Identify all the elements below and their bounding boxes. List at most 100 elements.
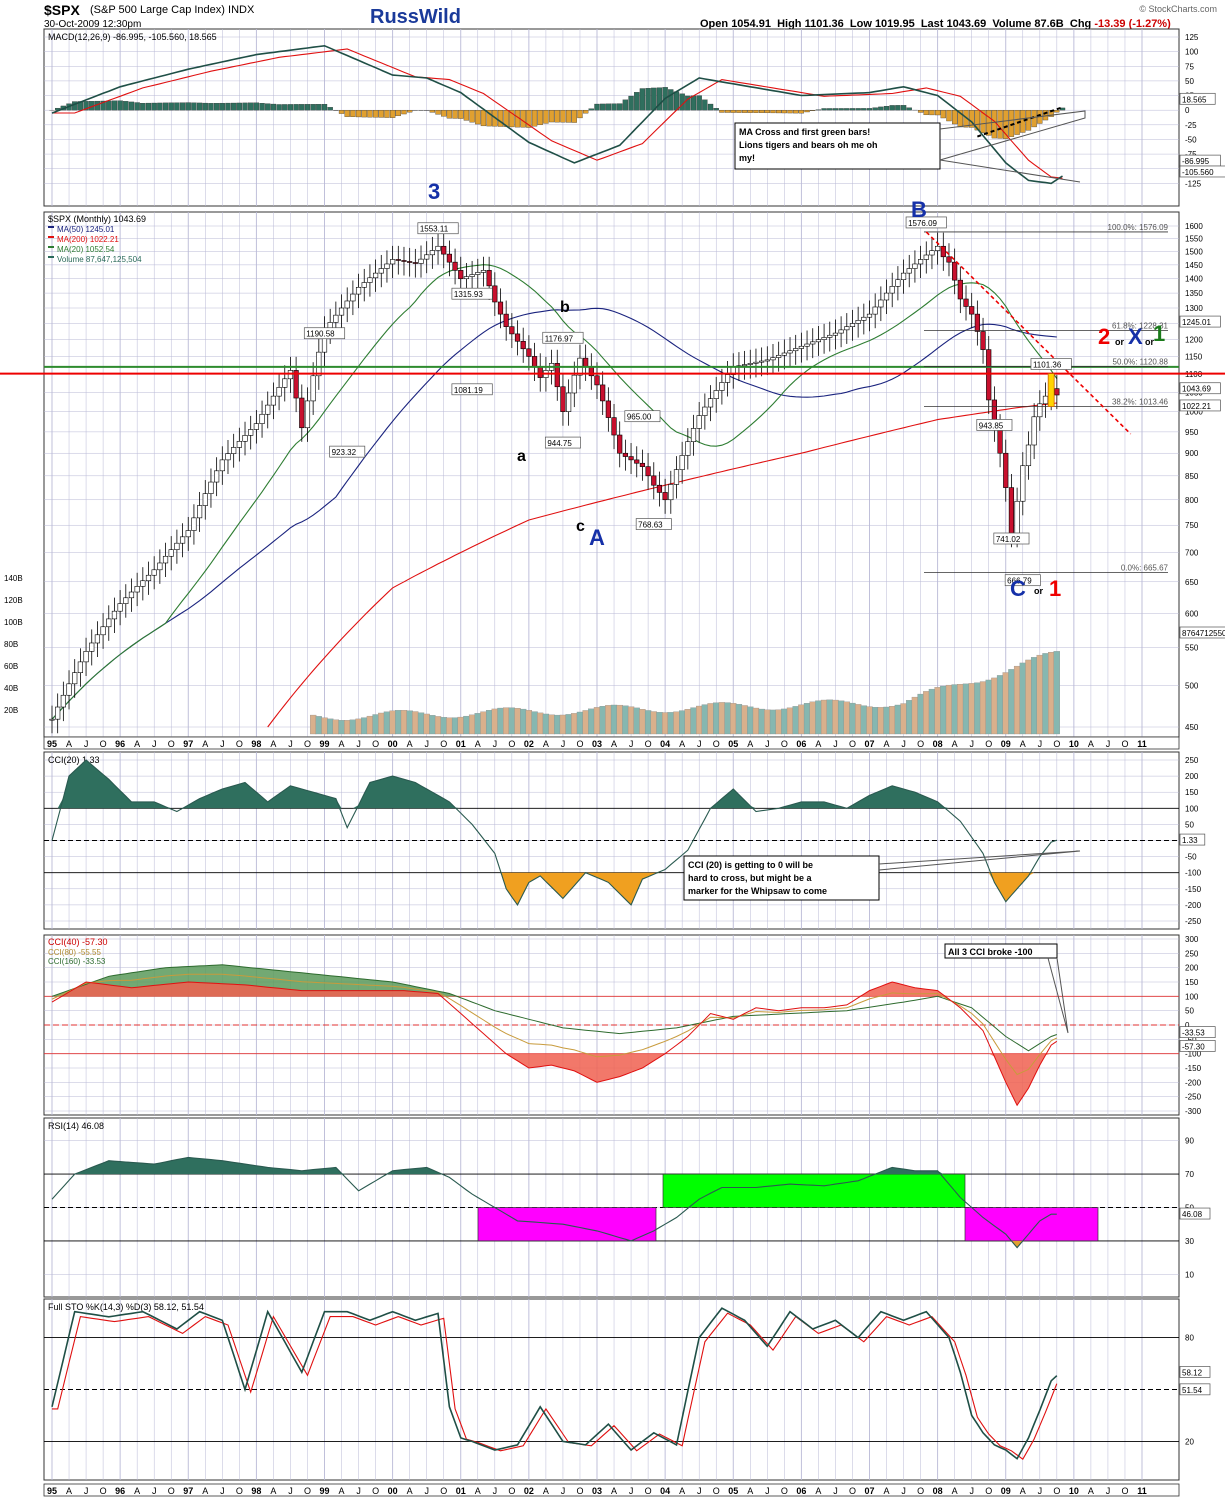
volume-bar [985,679,992,735]
time-axis-label: O [440,1486,447,1496]
price-side-label-box [1179,626,1225,639]
fib-label: 0.0%: 665.67 [1121,563,1169,572]
volume-bar [775,709,782,735]
price-ytick: 1000 [1185,408,1203,417]
candle-up [679,455,685,470]
time-axis-label: 07 [864,739,874,749]
macd-histogram-bar [83,101,89,111]
candle-up [344,300,350,309]
price-ytick: 1200 [1185,336,1203,345]
cci-ytick: 100 [1185,992,1199,1001]
macd-histogram-bar [134,102,140,111]
time-axis-label: A [1020,1486,1026,1496]
macd-histogram-bar [543,110,549,124]
macd-histogram-bar [350,110,356,117]
candle-up [355,286,362,295]
time-axis-label: O [372,739,379,749]
volume-bar [332,719,340,735]
candle-down [395,259,401,261]
rsi-value-label-box [1179,1207,1211,1220]
macd-histogram-bar [577,110,583,119]
current-bar-highlight [1047,373,1055,407]
time-axis-label: A [884,1486,890,1496]
macd-annotation-line2: Lions tigers and bears oh me oh [739,140,878,150]
chart-header: $SPX (S&P 500 Large Cap Index) INDX 30-O… [0,0,1225,36]
volume-bar [815,700,822,735]
macd-histogram-bar [355,110,362,118]
candle-up [759,360,765,363]
candle-up [696,415,702,429]
macd-histogram-bar [338,110,345,114]
macd-histogram-bar [475,110,481,125]
macd-histogram-bar [929,110,935,116]
volume-bar [792,706,799,735]
volume-tick: 60B [4,662,18,671]
candle-up [776,354,782,358]
rsi-low-zone-1 [477,1207,657,1242]
macd-annotation-box [734,122,941,170]
macd-histogram-bar [265,103,271,111]
time-axis-label: J [969,739,974,749]
candle-down [611,417,617,436]
volume-bar [406,710,413,735]
volume-bar [571,713,578,735]
cci20-value-label-box [1179,833,1206,846]
candle-up [316,351,322,377]
candle-down [1008,487,1015,534]
candle-down [458,270,464,280]
candle-down [554,363,560,388]
macd-histogram-bar [815,109,822,111]
wave-label: A [589,525,605,550]
cci20-ytick: 100 [1185,804,1199,813]
time-axis-label: J [152,1486,157,1496]
cci-value-label-box [1179,1026,1216,1038]
cci-ytick: 150 [1185,978,1199,987]
price-side-label: 1043.69 [1182,385,1211,394]
candle-down [486,270,492,287]
price-side-label-box [1179,399,1221,412]
macd-histogram-bar [236,102,242,111]
candle-up [231,447,237,454]
cci-ytick: 300 [1185,935,1199,944]
high-value: 1101.36 [804,18,844,30]
candle-up [185,530,191,538]
macd-histogram-bar [758,110,765,113]
macd-histogram-bar [673,91,680,111]
candle-up [912,263,918,269]
time-axis-label: 07 [864,1486,874,1496]
volume-bar [781,708,788,735]
volume-bar [616,704,623,735]
candle-up [248,429,254,436]
legend-swatch [48,226,54,228]
macd-histogram-bar [707,103,714,111]
macd-histogram-bar [776,110,782,114]
volume-bar [542,713,550,735]
macd-histogram-bar [878,106,884,111]
time-axis-label: O [849,1486,856,1496]
candle-up [145,574,152,582]
candle-up [832,332,839,336]
sto-ytick: 80 [1185,1334,1194,1343]
time-axis-label: A [134,739,140,749]
price-label-box [417,222,459,235]
wave-label: X [1128,324,1143,349]
volume-bar [440,717,447,735]
cci20-positive-fill [52,760,1057,809]
volume-bar [1008,669,1015,735]
price-label: 1553.11 [420,225,449,234]
candle-down [492,285,498,303]
candle-down [299,397,305,429]
time-axis-label: 03 [592,1486,602,1496]
candle-up [225,453,231,461]
candle-down [639,462,646,467]
price-label-box [905,216,947,229]
time-axis-label: A [543,739,549,749]
sto-d-line [52,1312,1058,1461]
volume-bar [588,708,595,735]
cci-ytick: -200 [1185,1078,1202,1087]
price-label: 1101.36 [1033,360,1062,369]
macd-histogram-bar [168,102,174,111]
fib-label: 61.8%: 1228.31 [1112,321,1169,330]
volume-bar [508,707,515,735]
rsi-ytick: 70 [1185,1170,1194,1179]
